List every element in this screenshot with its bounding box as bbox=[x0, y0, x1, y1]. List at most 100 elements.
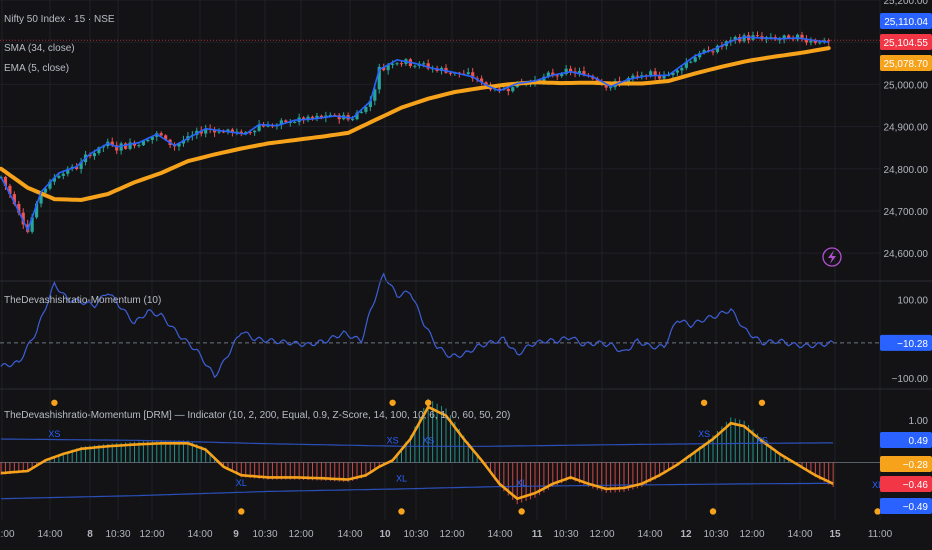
candle[interactable] bbox=[689, 60, 693, 64]
candle[interactable] bbox=[577, 67, 582, 77]
candle[interactable] bbox=[48, 178, 52, 191]
candle[interactable] bbox=[715, 44, 720, 54]
candle[interactable] bbox=[213, 126, 217, 138]
candle[interactable] bbox=[119, 141, 123, 155]
price-tick-label: 24,900.00 bbox=[884, 123, 929, 134]
candle[interactable] bbox=[57, 173, 61, 179]
candle[interactable] bbox=[640, 71, 644, 80]
candle[interactable] bbox=[306, 114, 310, 123]
candle[interactable] bbox=[653, 67, 657, 80]
sma-legend[interactable]: SMA (34, close) bbox=[4, 43, 75, 54]
signal-dot[interactable] bbox=[518, 508, 525, 515]
price-pane[interactable] bbox=[0, 31, 880, 234]
signal-dot[interactable] bbox=[758, 399, 766, 406]
signal-dot[interactable] bbox=[709, 508, 717, 515]
candle[interactable] bbox=[315, 112, 319, 122]
time-axis[interactable]: 12:00 14:00 8 10:30 12:00 14:00 9 10:30 12:00 14:… bbox=[0, 529, 893, 540]
price-tick-label: 25,200.00 bbox=[884, 0, 929, 7]
svg-text:−10.28: −10.28 bbox=[897, 339, 928, 350]
time-tick-label: 15 bbox=[829, 529, 841, 540]
signal-dot[interactable] bbox=[700, 399, 708, 406]
candle[interactable] bbox=[288, 118, 292, 127]
candle[interactable] bbox=[818, 41, 822, 45]
lightning-icon[interactable] bbox=[822, 247, 842, 267]
svg-text:25,110.04: 25,110.04 bbox=[884, 17, 928, 28]
grid-lines bbox=[0, 0, 881, 520]
candle[interactable] bbox=[21, 208, 25, 229]
candle[interactable] bbox=[310, 115, 315, 121]
signal-label: XS bbox=[698, 429, 710, 439]
candle[interactable] bbox=[569, 65, 573, 76]
time-tick-label: 10:30 bbox=[105, 529, 130, 540]
price-tag-close: 25,104.55 bbox=[880, 34, 932, 50]
candle[interactable] bbox=[631, 73, 635, 82]
candle[interactable] bbox=[66, 166, 70, 177]
candle[interactable] bbox=[675, 68, 679, 76]
drm-value-tag: 0.49 bbox=[880, 432, 932, 448]
signal-label: XS bbox=[48, 429, 60, 439]
candle[interactable] bbox=[79, 157, 83, 174]
time-tick-label: 8 bbox=[87, 529, 93, 540]
candle[interactable] bbox=[137, 143, 141, 148]
candle[interactable] bbox=[778, 36, 782, 44]
candle[interactable] bbox=[395, 61, 399, 66]
candle[interactable] bbox=[813, 38, 817, 45]
signal-dot[interactable] bbox=[238, 508, 245, 515]
candle[interactable] bbox=[809, 37, 813, 46]
candle[interactable] bbox=[800, 31, 804, 42]
time-tick-label: 12:00 bbox=[739, 529, 764, 540]
candle[interactable] bbox=[684, 58, 688, 71]
candle[interactable] bbox=[413, 64, 417, 69]
svg-text:25,078.70: 25,078.70 bbox=[884, 59, 929, 70]
candle[interactable] bbox=[52, 174, 56, 185]
symbol-title[interactable]: Nifty 50 Index · 15 · NSE bbox=[4, 14, 115, 25]
candle[interactable] bbox=[471, 68, 475, 82]
candle[interactable] bbox=[466, 67, 470, 76]
svg-text:−0.49: −0.49 bbox=[903, 502, 929, 513]
candle[interactable] bbox=[742, 33, 746, 43]
candle[interactable] bbox=[804, 35, 809, 46]
momentum-legend[interactable]: TheDevashishratio-Momentum (10) bbox=[4, 295, 161, 306]
time-tick-label: 10:30 bbox=[252, 529, 277, 540]
signal-label: XS bbox=[387, 435, 399, 445]
candle[interactable] bbox=[480, 75, 484, 86]
drm-pane[interactable]: XS XL XS XL XS XL XS XS XL bbox=[0, 398, 883, 515]
candle[interactable] bbox=[426, 59, 430, 71]
price-tick-label: 25,000.00 bbox=[884, 80, 929, 91]
price-tag-last_price: 25,110.04 bbox=[880, 13, 932, 29]
candle[interactable] bbox=[355, 110, 359, 121]
price-tick-label: 24,700.00 bbox=[884, 207, 929, 218]
candle[interactable] bbox=[564, 64, 568, 76]
candle[interactable] bbox=[680, 65, 684, 75]
candle[interactable] bbox=[511, 86, 515, 93]
drm-value-tag: −0.46 bbox=[880, 476, 932, 492]
candle[interactable] bbox=[551, 68, 555, 78]
drm-legend[interactable]: TheDevashishratio-Momentum [DRM] — Indic… bbox=[4, 410, 510, 421]
candle[interactable] bbox=[115, 141, 119, 155]
candle[interactable] bbox=[204, 124, 208, 138]
candle[interactable] bbox=[448, 71, 453, 76]
time-tick-label: 10:30 bbox=[403, 529, 428, 540]
momentum-pane[interactable] bbox=[0, 272, 880, 379]
ema-legend[interactable]: EMA (5, close) bbox=[4, 63, 69, 74]
signal-dot[interactable] bbox=[874, 508, 881, 515]
time-tick-label: 14:00 bbox=[487, 529, 512, 540]
candle[interactable] bbox=[373, 85, 377, 106]
signal-dot[interactable] bbox=[389, 399, 396, 406]
candle[interactable] bbox=[698, 50, 702, 60]
candle[interactable] bbox=[364, 105, 368, 114]
time-tick-label: 14:00 bbox=[637, 529, 662, 540]
drm-value-tag: −0.49 bbox=[880, 498, 932, 514]
candle[interactable] bbox=[150, 135, 154, 144]
time-tick-label: 14:00 bbox=[37, 529, 62, 540]
price-tick-label: 24,600.00 bbox=[884, 249, 929, 260]
signal-dot[interactable] bbox=[425, 399, 432, 406]
candle[interactable] bbox=[253, 129, 257, 136]
signal-dot[interactable] bbox=[51, 399, 58, 406]
candle[interactable] bbox=[124, 142, 128, 150]
time-tick-label: 12:00 bbox=[0, 529, 15, 540]
signal-dot[interactable] bbox=[398, 508, 405, 515]
candle[interactable] bbox=[3, 175, 8, 191]
candle[interactable] bbox=[257, 120, 261, 133]
